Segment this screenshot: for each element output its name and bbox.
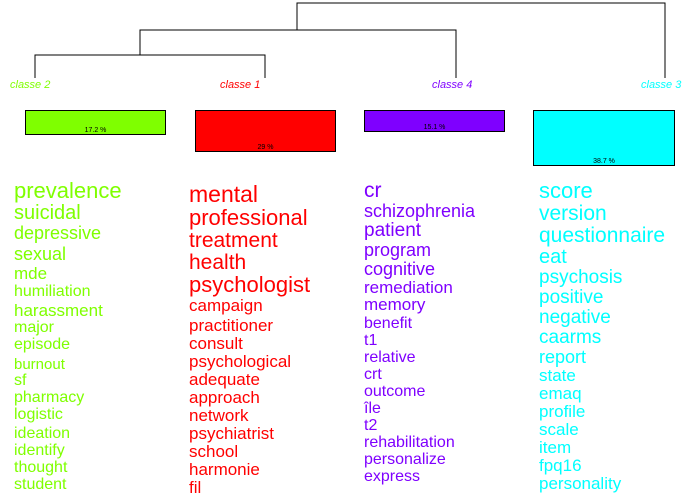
classe-word: state bbox=[539, 366, 576, 385]
classe-percent-label: 17.2 % bbox=[84, 127, 107, 134]
classe-label: classe 3 bbox=[641, 79, 682, 91]
classe-word: caarms bbox=[539, 327, 602, 348]
dendrogram-root-link bbox=[296, 2, 666, 78]
classe-word: suicidal bbox=[14, 202, 81, 224]
dendrogram bbox=[34, 2, 666, 78]
classe-word: île bbox=[364, 400, 381, 417]
classe-word: program bbox=[364, 240, 432, 260]
classe-word: score bbox=[539, 178, 593, 203]
classe-word: cognitive bbox=[364, 259, 436, 279]
classe-word: campaign bbox=[189, 296, 263, 315]
classe-label: classe 2 bbox=[10, 79, 51, 91]
dendrogram-leaf-link bbox=[34, 54, 266, 78]
classe-word: major bbox=[14, 319, 55, 336]
classe-word: negative bbox=[539, 307, 611, 328]
classe-word: health bbox=[189, 251, 247, 274]
classe-word: practitioner bbox=[189, 316, 274, 335]
classe-word: fil bbox=[189, 478, 202, 497]
classe-word: personality bbox=[539, 474, 622, 493]
classe-word: approach bbox=[189, 388, 260, 407]
classe-word: questionnaire bbox=[539, 224, 666, 247]
classe-word: schizophrenia bbox=[364, 201, 476, 221]
classe-percent-bar: 15.1 % bbox=[364, 110, 505, 132]
classe-percent-bar: 29 % bbox=[195, 110, 336, 152]
classe-word: logistic bbox=[14, 406, 63, 423]
classe-word: treatment bbox=[189, 229, 278, 252]
classe-word: report bbox=[539, 347, 587, 367]
classe-word: psychological bbox=[189, 352, 292, 371]
classe-word: mde bbox=[14, 264, 48, 283]
classe-word: thought bbox=[14, 459, 68, 476]
classe-word: positive bbox=[539, 287, 604, 308]
classe-word: memory bbox=[364, 295, 426, 314]
classe-word: burnout bbox=[14, 356, 65, 373]
classe-word: fpq16 bbox=[539, 456, 582, 475]
classe-word: humiliation bbox=[14, 283, 91, 300]
classe-percent-label: 29 % bbox=[257, 144, 274, 151]
classe-word-list: score version questionnaire eat psychosis pos… bbox=[539, 178, 700, 493]
classe-word-list: mental professional treatment health psychol… bbox=[189, 180, 364, 497]
classe-word: rehabilitation bbox=[364, 434, 455, 451]
classe-word: pharmacy bbox=[14, 389, 85, 406]
classe-word: school bbox=[189, 442, 239, 461]
classe-percent-label: 38.7 % bbox=[593, 158, 615, 165]
classe-word: scale bbox=[539, 420, 579, 439]
classe-percent-bar: 38.7 % bbox=[533, 110, 675, 166]
classe-word: mental bbox=[189, 181, 259, 207]
classe-label: classe 4 bbox=[432, 79, 473, 91]
classe-word: item bbox=[539, 438, 572, 457]
classe-word: eat bbox=[539, 246, 567, 268]
classe-word: sexual bbox=[14, 244, 67, 264]
classe-percent-label: 15.1 % bbox=[423, 124, 446, 131]
classe-word: t2 bbox=[364, 417, 378, 434]
classe-word-list: cr schizophrenia patient program cognitive re… bbox=[364, 180, 539, 485]
classe-word: benefit bbox=[364, 315, 413, 332]
classe-word: ideation bbox=[14, 425, 71, 442]
classe-word: psychologist bbox=[189, 272, 311, 297]
classe-word: consult bbox=[189, 334, 243, 353]
classe-word: t1 bbox=[364, 332, 378, 349]
classe-word: patient bbox=[364, 220, 422, 241]
classe-word: psychosis bbox=[539, 267, 623, 288]
classe-word: prevalence bbox=[14, 178, 122, 203]
classe-word: harmonie bbox=[189, 460, 260, 479]
classe-label: classe 1 bbox=[220, 79, 261, 91]
classe-word: cr bbox=[364, 179, 382, 202]
classe-word: emaq bbox=[539, 384, 582, 403]
classe-word: relative bbox=[364, 349, 416, 366]
classe-word: identify bbox=[14, 442, 65, 459]
classe-word: crt bbox=[364, 366, 382, 383]
classe-word: adequate bbox=[189, 370, 260, 389]
classe-word: version bbox=[539, 202, 607, 225]
classe-word: profile bbox=[539, 402, 586, 421]
classe-word: remediation bbox=[364, 278, 453, 297]
classe-word: network bbox=[189, 406, 249, 425]
classe-word: outcome bbox=[364, 383, 426, 400]
classe-word: express bbox=[364, 468, 421, 485]
classe-word: personalize bbox=[364, 451, 446, 468]
classe-word: harassment bbox=[14, 301, 103, 320]
classe-word-list: prevalence suicidal depressive sexual mde hum… bbox=[14, 180, 189, 493]
classe-word: episode bbox=[14, 336, 71, 353]
classe-word: professional bbox=[189, 205, 308, 230]
classe-percent-bar: 17.2 % bbox=[25, 110, 166, 135]
classe-word: student bbox=[14, 476, 67, 493]
classe-word: psychiatrist bbox=[189, 424, 275, 443]
classe-word: depressive bbox=[14, 223, 102, 243]
classe-word: sf bbox=[14, 372, 27, 389]
dendrogram-inner-link bbox=[139, 29, 457, 78]
